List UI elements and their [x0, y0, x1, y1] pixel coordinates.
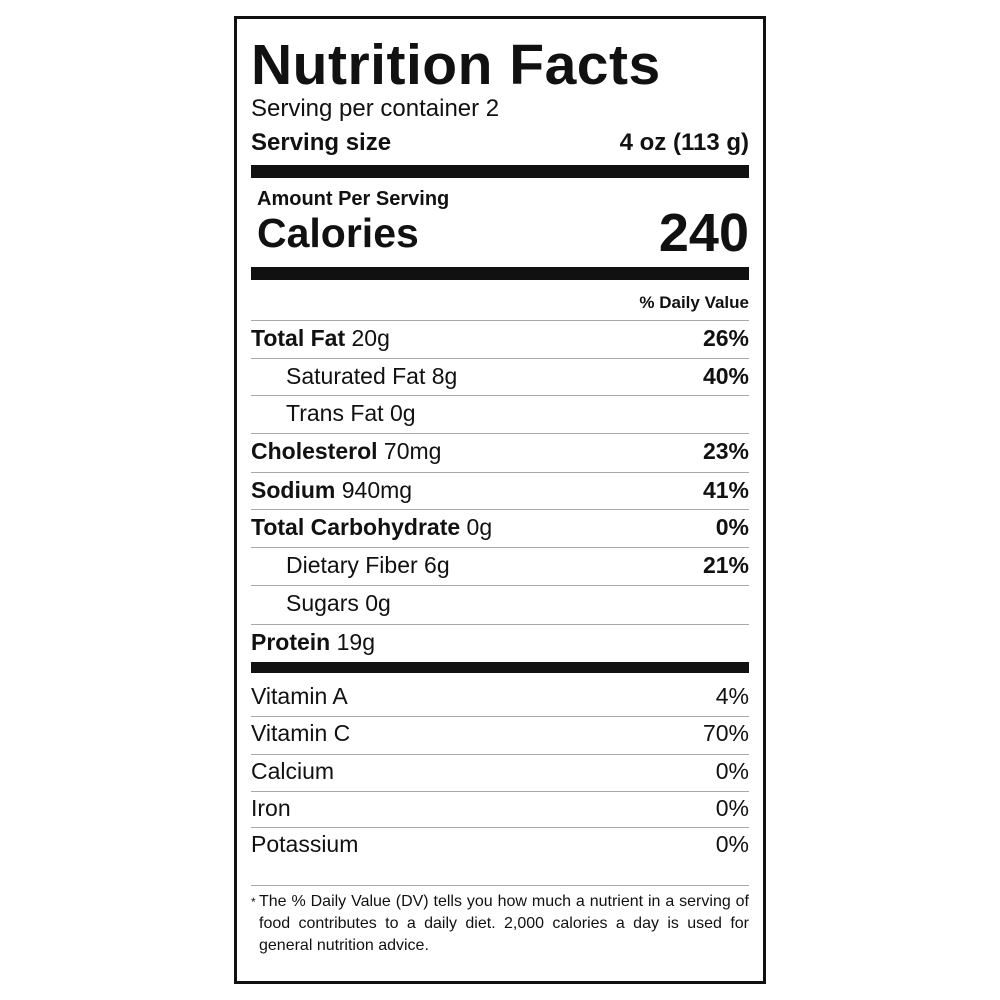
row-divider — [251, 624, 749, 625]
nutrient-name: Sodium — [251, 477, 336, 503]
nutrient-name: Total Fat — [251, 325, 346, 351]
nutrient-name: Total Carbohydrate — [251, 514, 461, 540]
label-title: Nutrition Facts — [251, 33, 661, 97]
nutrient-row: Total Fat 20g 26% — [251, 324, 749, 352]
row-divider — [251, 472, 749, 473]
nutrient-name: Saturated Fat — [286, 363, 426, 389]
nutrient-name: Trans Fat — [286, 400, 384, 426]
nutrient-label: Dietary Fiber 6g — [251, 551, 450, 579]
nutrient-amount: 940mg — [341, 477, 413, 503]
vitamin-row: Calcium 0% — [251, 757, 749, 785]
row-divider — [251, 585, 749, 586]
vitamin-dv: 0% — [715, 758, 749, 784]
servings-per-container: Serving per container 2 — [251, 95, 500, 122]
thick-divider — [251, 165, 749, 178]
nutrient-amount: 0g — [466, 514, 493, 540]
row-divider — [251, 716, 749, 717]
nutrient-dv: 21% — [702, 552, 749, 578]
serving-size-row: Serving size 4 oz (113 g) — [251, 129, 749, 157]
serving-size-label: Serving size — [251, 129, 392, 156]
vitamin-name: Vitamin C — [251, 720, 351, 746]
row-divider — [251, 320, 749, 321]
nutrient-dv: 26% — [702, 325, 749, 351]
nutrient-name: Sugars — [286, 590, 359, 616]
nutrient-amount: 0g — [389, 400, 416, 426]
vitamin-dv: 0% — [715, 795, 749, 821]
nutrient-row: Saturated Fat 8g 40% — [251, 362, 749, 390]
footnote-text: The % Daily Value (DV) tells you how muc… — [259, 893, 749, 954]
vitamin-name: Vitamin A — [251, 683, 348, 709]
nutrient-dv: 23% — [702, 438, 749, 464]
nutrient-row: Cholesterol 70mg 23% — [251, 437, 749, 465]
nutrient-amount: 8g — [431, 363, 458, 389]
nutrient-amount: 70mg — [383, 438, 442, 464]
thick-divider — [251, 267, 749, 280]
nutrient-label: Sugars 0g — [251, 589, 391, 617]
nutrient-row: Dietary Fiber 6g 21% — [251, 551, 749, 579]
nutrient-row: Protein 19g — [251, 628, 749, 656]
vitamin-row: Iron 0% — [251, 794, 749, 822]
nutrient-dv: 0% — [715, 514, 749, 540]
daily-value-header: % Daily Value — [639, 293, 749, 312]
nutrient-label: Total Carbohydrate 0g — [251, 513, 492, 541]
vitamin-dv: 0% — [715, 831, 749, 857]
nutrient-amount: 6g — [424, 552, 450, 578]
vitamin-row: Vitamin A 4% — [251, 682, 749, 710]
row-divider — [251, 509, 749, 510]
nutrient-row: Sodium 940mg 41% — [251, 476, 749, 504]
nutrient-label: Saturated Fat 8g — [251, 362, 457, 390]
nutrient-label: Sodium 940mg — [251, 476, 412, 504]
nutrient-row: Total Carbohydrate 0g 0% — [251, 513, 749, 541]
nutrition-facts-label: Nutrition Facts Serving per container 2 … — [234, 16, 766, 984]
nutrient-name: Cholesterol — [251, 438, 378, 464]
row-divider — [251, 827, 749, 828]
nutrient-label: Protein 19g — [251, 628, 375, 656]
vitamin-name: Calcium — [251, 758, 335, 784]
nutrient-label: Cholesterol 70mg — [251, 437, 441, 465]
row-divider — [251, 358, 749, 359]
nutrient-label: Trans Fat 0g — [251, 399, 416, 427]
nutrient-amount: 19g — [336, 629, 375, 655]
calories-row: Calories 240 — [257, 203, 749, 263]
row-divider — [251, 547, 749, 548]
vitamin-name: Potassium — [251, 831, 359, 857]
nutrient-dv: 41% — [702, 477, 749, 503]
vitamin-name: Iron — [251, 795, 291, 821]
vitamin-dv: 70% — [702, 720, 749, 746]
nutrient-name: Protein — [251, 629, 331, 655]
row-divider — [251, 395, 749, 396]
nutrient-row: Sugars 0g — [251, 589, 749, 617]
footnote: * The % Daily Value (DV) tells you how m… — [251, 891, 749, 957]
nutrient-amount: 20g — [351, 325, 390, 351]
footnote-divider — [251, 885, 749, 886]
vitamin-row: Potassium 0% — [251, 830, 749, 858]
row-divider — [251, 433, 749, 434]
nutrient-label: Total Fat 20g — [251, 324, 390, 352]
vitamin-row: Vitamin C 70% — [251, 719, 749, 747]
serving-size-value: 4 oz (113 g) — [619, 129, 749, 156]
row-divider — [251, 791, 749, 792]
row-divider — [251, 754, 749, 755]
nutrient-name: Dietary Fiber — [286, 552, 418, 578]
nutrient-amount: 0g — [365, 590, 391, 616]
nutrient-row: Trans Fat 0g — [251, 399, 749, 427]
calories-value: 240 — [658, 203, 749, 263]
nutrient-dv: 40% — [702, 363, 749, 389]
footnote-asterisk: * — [251, 895, 256, 909]
vitamin-dv: 4% — [715, 683, 749, 709]
amount-per-serving: Amount Per Serving — [257, 188, 450, 210]
thick-divider — [251, 662, 749, 673]
calories-label: Calories — [257, 210, 419, 256]
